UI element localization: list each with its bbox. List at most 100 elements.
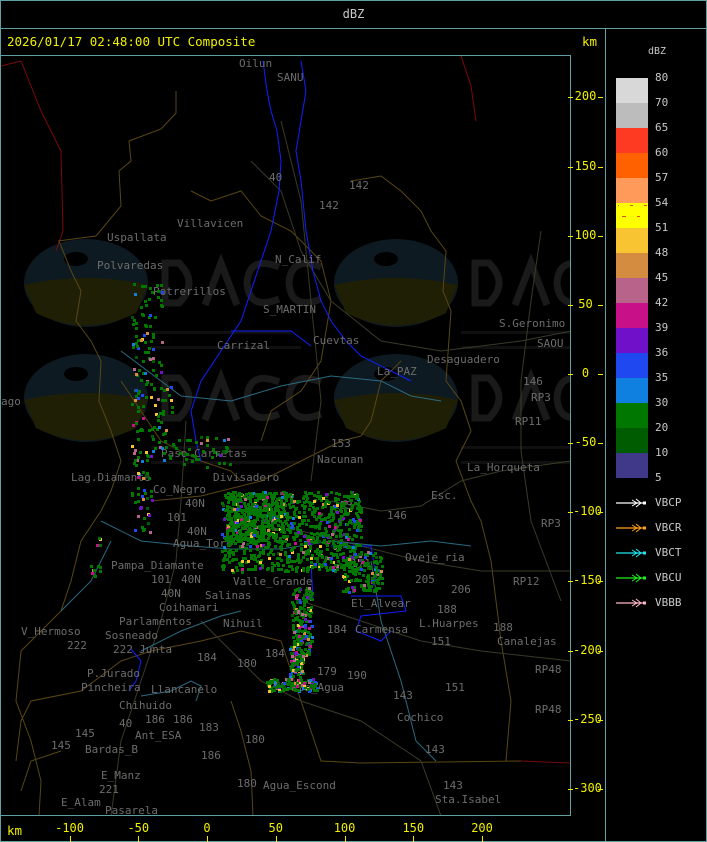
echo-pixel [267,533,270,536]
echo-pixel [356,507,359,510]
echo-pixel [298,679,301,682]
echo-pixel [152,360,155,363]
echo-pixel [303,501,306,504]
echo-pixel [137,476,140,479]
echo-pixel [289,648,292,651]
map-boundary-line [460,56,477,122]
echo-pixel [314,565,317,568]
echo-pixel [292,536,295,539]
echo-pixel [264,525,267,528]
echo-pixel [336,525,339,528]
echo-pixel [293,640,296,643]
echo-pixel [295,669,298,672]
echo-pixel [145,304,148,307]
echo-pixel [313,500,316,503]
echo-pixel [262,537,265,540]
echo-pixel [371,577,374,580]
map-boundary-line [230,700,254,815]
colorbar-label: 39 [655,321,669,334]
echo-pixel [267,507,270,510]
echo-pixel [318,497,321,500]
echo-pixel [318,540,321,543]
echo-pixel [270,511,273,514]
echo-pixel [294,532,297,535]
echo-pixel [302,687,305,690]
place-label: 186 [145,713,165,726]
echo-pixel [254,525,257,528]
echo-pixel [271,525,274,528]
echo-pixel [314,685,317,688]
echo-pixel [307,638,310,641]
echo-pixel [282,525,285,528]
echo-pixel [342,502,345,505]
radar-map[interactable]: Oilun SANU 40 142 142 Villavicen Uspallata Polv… [0,55,571,816]
echo-pixel [345,545,348,548]
place-label: Pincheira [81,681,141,694]
echo-pixel [281,522,284,525]
echo-pixel [310,687,313,690]
echo-pixel [247,537,250,540]
echo-pixel [358,572,361,575]
echo-pixel [155,413,158,416]
echo-pixel [285,538,288,541]
map-boundary-line [200,620,442,815]
echo-pixel [151,291,154,294]
place-label: 222 [113,643,133,656]
radar-legend-label: VBCU [655,571,682,584]
x-tick-label: 0 [203,821,211,835]
echo-pixel [307,519,310,522]
echo-pixel [311,511,314,514]
echo-pixel [246,523,249,526]
echo-pixel [311,592,314,595]
place-label: Oilun [239,57,272,70]
place-label: 40N [181,573,201,586]
echo-pixel [296,500,299,503]
echo-pixel [257,555,260,558]
map-boundary-line [15,240,122,815]
echo-pixel [316,525,319,528]
echo-pixel [353,520,356,523]
echo-pixel [294,652,297,655]
echo-pixel [276,540,279,543]
echo-pixel [351,561,354,564]
echo-pixel [351,506,354,509]
echo-pixel [137,515,140,518]
echo-pixel [262,498,265,501]
echo-pixel [328,540,331,543]
echo-pixel [136,459,139,462]
echo-pixel [168,394,171,397]
echo-pixel [363,589,366,592]
echo-pixel [296,526,299,529]
echo-pixel [227,525,230,528]
echo-pixel [380,570,383,573]
echo-pixel [308,635,311,638]
echo-pixel [226,447,229,450]
echo-pixel [270,690,273,693]
echo-pixel [278,688,281,691]
echo-pixel [152,348,155,351]
echo-pixel [162,433,165,436]
map-boundary-line [128,648,142,692]
echo-pixel [319,533,322,536]
echo-pixel [152,369,155,372]
echo-pixel [273,495,276,498]
echo-pixel [319,545,322,548]
echo-pixel [240,518,243,521]
place-label: Ant_ESA [135,729,182,742]
echo-pixel [246,518,249,521]
echo-pixel [257,513,260,516]
echo-pixel [360,584,363,587]
y-tick-mark [568,512,573,514]
echo-pixel [273,514,276,517]
echo-pixel [310,594,313,597]
echo-pixel [324,505,327,508]
echo-pixel [150,495,153,498]
x-tick-mark [207,836,208,842]
y-tick-mark [568,443,573,445]
place-label: 153 [331,437,351,450]
echo-pixel [314,557,317,560]
echo-pixel [263,500,266,503]
echo-pixel [295,645,298,648]
echo-pixel [294,689,297,692]
echo-pixel [275,686,278,689]
